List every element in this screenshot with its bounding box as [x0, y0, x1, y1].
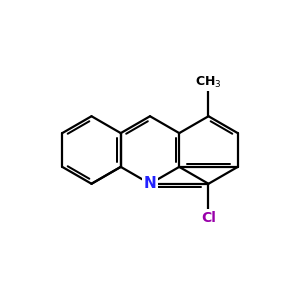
Text: N: N	[144, 176, 156, 191]
Text: Cl: Cl	[201, 211, 216, 224]
Text: CH$_3$: CH$_3$	[195, 75, 222, 90]
